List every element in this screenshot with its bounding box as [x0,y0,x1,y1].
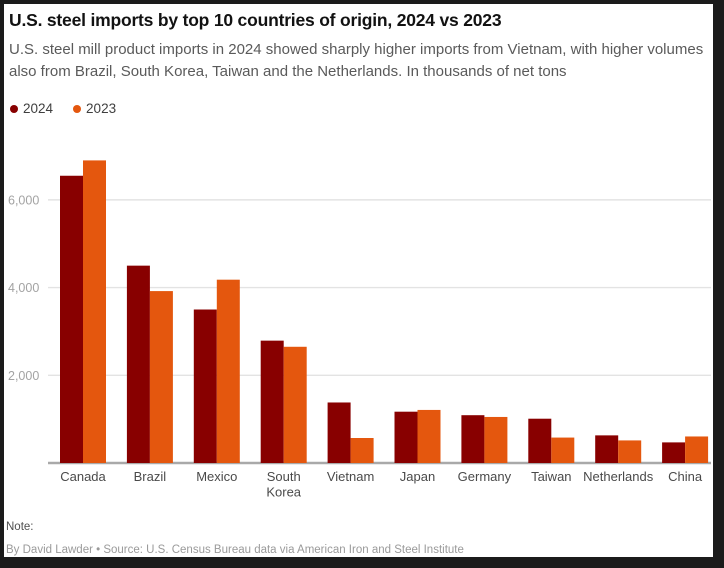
chart-title: U.S. steel imports by top 10 countries o… [9,10,502,30]
y-tick-label-2000: 2,000 [8,369,39,383]
legend-item-2024: 2024 [10,101,53,116]
x-axis-label-mexico: Mexico [196,469,237,484]
bar-south-korea-2023 [283,346,307,463]
bar-chart: 2,000 4,000 6,000 Canada Brazil Mexico South Ko… [8,160,711,500]
y-tick-label-4000: 4,000 [8,281,39,295]
y-tick-label-6000: 6,000 [8,193,39,207]
bar-vietnam-2024 [327,402,351,463]
bar-vietnam-2023 [350,438,374,463]
chart-subtitle: U.S. steel mill product imports in 2024 … [9,41,704,80]
legend-swatch-2023 [73,104,82,113]
bar-netherlands-2023 [618,440,642,463]
chart-card: U.S. steel imports by top 10 countries o… [4,4,713,557]
legend-label-2024: 2024 [23,101,54,116]
bar-brazil-2023 [149,291,173,463]
bar-japan-2023 [417,409,441,463]
bar-canada-2024 [60,175,83,463]
bar-taiwan-2024 [528,418,552,463]
bar-netherlands-2024 [595,435,619,463]
legend-item-2023: 2023 [73,101,116,116]
legend-swatch-2024 [10,104,18,113]
note-label: Note: [6,521,34,533]
bar-canada-2023 [83,160,106,463]
bar-taiwan-2023 [551,437,575,463]
bar-south-korea-2024 [260,340,284,463]
x-axis-label-japan: Japan [400,469,435,484]
bar-japan-2024 [394,411,418,463]
bar-mexico-2024 [193,309,217,463]
x-axis-label-taiwan: Taiwan [531,469,571,484]
bar-germany-2023 [484,416,508,463]
chart-legend: 2024 2023 [10,101,116,116]
x-axis-label-south-korea: South Korea [266,469,301,500]
legend-label-2023: 2023 [86,101,117,116]
x-axis-label-china: China [668,469,703,484]
bar-china-2023 [685,436,709,463]
x-axis-label-brazil: Brazil [134,469,167,484]
x-axis-label-vietnam: Vietnam [327,469,374,484]
bar-mexico-2023 [216,279,240,463]
byline-source: By David Lawder • Source: U.S. Census Bu… [6,544,464,556]
x-axis-label-canada: Canada [60,469,106,484]
bar-china-2024 [662,442,686,463]
x-axis-label-germany: Germany [458,469,512,484]
bar-germany-2024 [461,415,485,463]
bar-brazil-2024 [126,265,150,463]
x-axis-label-netherlands: Netherlands [583,469,654,484]
